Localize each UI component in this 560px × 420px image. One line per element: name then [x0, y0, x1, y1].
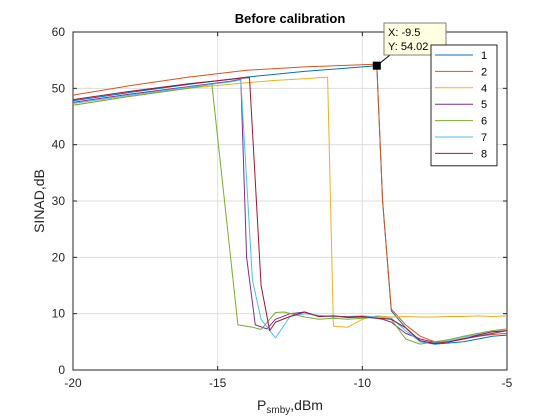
y-tick-label: 60 — [52, 25, 66, 39]
y-tick-label: 0 — [58, 363, 65, 377]
legend-box — [430, 44, 498, 167]
datatip-marker[interactable] — [372, 61, 381, 70]
x-tick-label: -15 — [209, 376, 227, 390]
legend-label-8: 8 — [481, 148, 487, 160]
series-line-6 — [73, 83, 507, 345]
datatip-x-label: X: -9.5 — [388, 27, 420, 39]
x-tick-label: -5 — [502, 376, 513, 390]
datatip-y-label: Y: 54.02 — [388, 41, 428, 53]
x-axis-label-suffix: ,dBm — [290, 397, 323, 413]
legend-label-1: 1 — [481, 50, 487, 62]
chart-title: Before calibration — [235, 11, 346, 26]
x-axis-label: Psmby,dBm — [257, 397, 323, 416]
x-axis-label-main: P — [257, 397, 266, 413]
y-tick-label: 20 — [52, 250, 66, 264]
legend-label-6: 6 — [481, 116, 487, 128]
legend-label-4: 4 — [481, 83, 487, 95]
y-tick-label: 10 — [52, 307, 66, 321]
y-tick-label: 40 — [52, 138, 66, 152]
legend-label-7: 7 — [481, 132, 487, 144]
series-line-8 — [73, 77, 507, 344]
ticks: -20 -15 -10 -5 0 10 20 30 40 50 60 — [52, 25, 513, 390]
y-tick-label: 30 — [52, 194, 66, 208]
legend-label-5: 5 — [481, 99, 487, 111]
x-tick-label: -20 — [64, 376, 82, 390]
y-axis-label: SINAD,dB — [31, 169, 47, 233]
y-tick-label: 50 — [52, 81, 66, 95]
x-tick-label: -10 — [354, 376, 372, 390]
legend[interactable]: 1 2 4 5 6 7 8 — [430, 44, 498, 167]
plot-lines — [73, 63, 507, 345]
legend-label-2: 2 — [481, 66, 487, 78]
x-axis-label-subscript: smby — [266, 405, 290, 416]
